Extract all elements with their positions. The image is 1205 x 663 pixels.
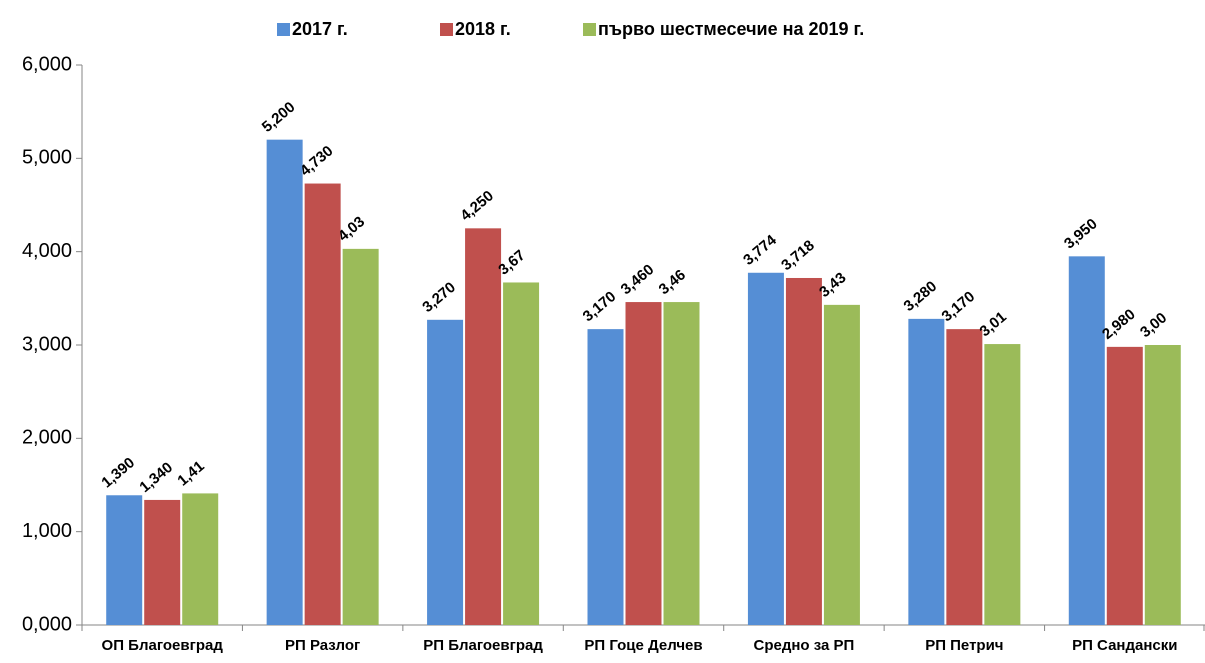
bar — [182, 493, 219, 625]
y-tick-label: 2,000 — [22, 427, 72, 449]
x-tick-label: ОП Благоевград — [102, 637, 224, 654]
y-tick-label: 3,000 — [22, 333, 72, 355]
bar — [266, 139, 303, 625]
x-tick-label: РП Благоевград — [423, 637, 543, 654]
bar — [823, 304, 860, 625]
value-label: 3,280 — [901, 278, 941, 315]
value-label: 1,340 — [136, 459, 176, 496]
value-label: 3,46 — [656, 266, 689, 298]
value-label: 1,390 — [98, 454, 138, 491]
x-tick-label: РП Разлог — [285, 637, 360, 654]
y-tick-label: 4,000 — [22, 240, 72, 262]
x-tick-label: РП Сандански — [1072, 637, 1177, 654]
bar — [625, 302, 662, 625]
bar — [427, 319, 464, 625]
y-tick-label: 5,000 — [22, 147, 72, 169]
legend-label: 2017 г. — [292, 19, 348, 39]
value-label: 3,270 — [419, 279, 459, 316]
bar — [785, 277, 822, 625]
bar — [1106, 346, 1143, 625]
legend-label: 2018 г. — [455, 19, 511, 39]
legend-swatch — [440, 23, 453, 36]
value-label: 3,718 — [778, 237, 818, 274]
value-label: 3,774 — [740, 231, 780, 269]
bar — [663, 302, 700, 625]
value-label: 3,170 — [939, 288, 979, 325]
bar — [946, 329, 983, 625]
bar — [503, 282, 540, 625]
bar — [342, 248, 379, 625]
y-tick-label: 1,000 — [22, 520, 72, 542]
x-tick-label: РП Петрич — [925, 637, 1003, 654]
y-tick-label: 0,000 — [22, 613, 72, 635]
bar — [304, 183, 341, 626]
value-label: 3,460 — [618, 261, 658, 298]
value-label: 4,730 — [297, 142, 337, 179]
bar — [1068, 256, 1105, 625]
value-label: 2,980 — [1099, 306, 1139, 343]
value-label: 3,950 — [1061, 215, 1101, 252]
bar — [908, 318, 945, 625]
legend-swatch — [277, 23, 290, 36]
value-label: 3,170 — [580, 288, 620, 325]
value-label: 5,200 — [259, 99, 299, 136]
bar — [144, 499, 181, 625]
bar — [1144, 345, 1181, 625]
bar — [587, 329, 624, 625]
bar — [747, 272, 784, 625]
value-label: 3,00 — [1137, 309, 1170, 341]
bar — [984, 344, 1021, 625]
legend-swatch — [583, 23, 596, 36]
bar — [106, 495, 143, 625]
y-tick-label: 6,000 — [22, 53, 72, 75]
value-label: 1,41 — [174, 458, 207, 490]
bar — [465, 228, 502, 626]
legend-label: първо шестмесечие на 2019 г. — [598, 19, 864, 39]
value-label: 4,250 — [457, 187, 497, 224]
x-tick-label: РП Гоце Делчев — [584, 637, 702, 654]
x-tick-label: Средно за РП — [754, 637, 855, 654]
